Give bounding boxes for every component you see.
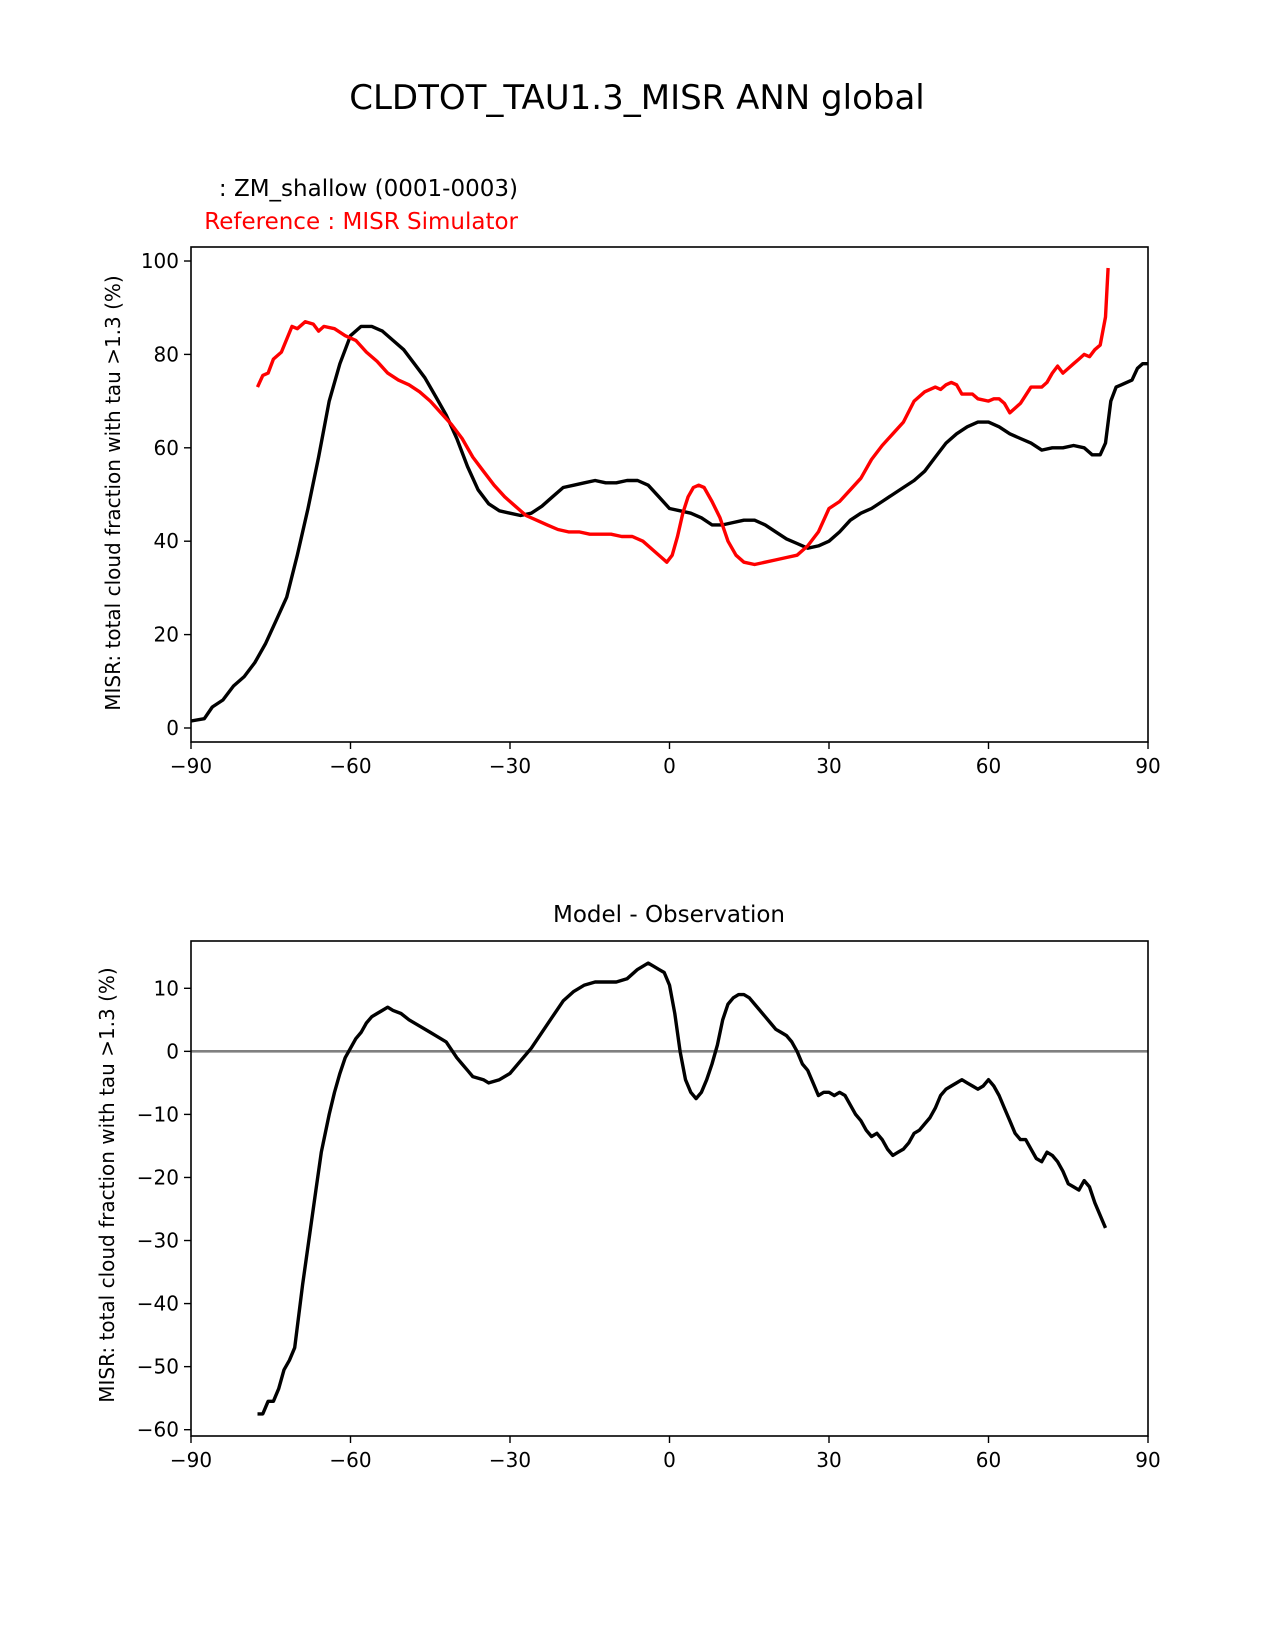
x-tick-label: 30 bbox=[816, 1448, 841, 1472]
bottom-plot-area: −90 −60 −30 0 30 60 90 −60 −50 −40 −30 −20 −10 0 10 bbox=[137, 940, 1161, 1472]
plot-frame bbox=[190, 246, 1149, 743]
y-tick-label: 60 bbox=[154, 436, 179, 460]
x-tick-label: −60 bbox=[329, 1448, 371, 1472]
bottom-panel: Model - Observation MISR: total cloud fr… bbox=[95, 902, 1161, 1472]
y-tick-label: 100 bbox=[141, 249, 179, 273]
bottom-title: Model - Observation bbox=[553, 902, 785, 928]
figure-title: CLDTOT_TAU1.3_MISR ANN global bbox=[349, 78, 925, 118]
y-tick-label: 40 bbox=[154, 529, 179, 553]
top-plot-area: −90 −60 −30 0 30 60 90 0 20 40 60 80 100 bbox=[141, 246, 1161, 778]
top-panel: : ZM_shallow (0001-0003) Reference : MIS… bbox=[101, 176, 1161, 778]
x-tick-label: 0 bbox=[663, 1448, 676, 1472]
x-tick-label: 60 bbox=[976, 1448, 1001, 1472]
x-tick-label: −60 bbox=[329, 754, 371, 778]
x-tick-label: −90 bbox=[170, 1448, 212, 1472]
x-tick-label: 90 bbox=[1135, 754, 1160, 778]
x-tick-label: −90 bbox=[170, 754, 212, 778]
y-tick-label: −60 bbox=[137, 1418, 179, 1442]
series-line-1-0 bbox=[257, 961, 1108, 1416]
y-tick-label: 10 bbox=[154, 976, 179, 1000]
x-tick-label: 0 bbox=[663, 754, 676, 778]
x-tick-label: −30 bbox=[489, 1448, 531, 1472]
y-tick-label: −50 bbox=[137, 1355, 179, 1379]
series-line-0-0 bbox=[190, 324, 1148, 723]
x-tick-label: −30 bbox=[489, 754, 531, 778]
y-tick-label: −30 bbox=[137, 1229, 179, 1253]
y-tick-label: 20 bbox=[154, 623, 179, 647]
top-ylabel: MISR: total cloud fraction with tau >1.3… bbox=[101, 275, 125, 710]
reference-label: Reference : MISR Simulator bbox=[204, 209, 518, 235]
y-tick-label: 80 bbox=[154, 342, 179, 366]
bottom-ylabel: MISR: total cloud fraction with tau >1.3… bbox=[95, 967, 119, 1402]
y-tick-label: −20 bbox=[137, 1165, 179, 1189]
y-tick-label: −10 bbox=[137, 1102, 179, 1126]
model-label: : ZM_shallow (0001-0003) bbox=[212, 176, 518, 202]
series-line-0-1 bbox=[255, 267, 1110, 567]
x-tick-label: 90 bbox=[1135, 1448, 1160, 1472]
y-tick-label: −40 bbox=[137, 1292, 179, 1316]
y-tick-label: 0 bbox=[166, 716, 179, 740]
plot-frame bbox=[190, 940, 1149, 1437]
x-tick-label: 30 bbox=[816, 754, 841, 778]
y-tick-label: 0 bbox=[166, 1039, 179, 1063]
x-tick-label: 60 bbox=[976, 754, 1001, 778]
